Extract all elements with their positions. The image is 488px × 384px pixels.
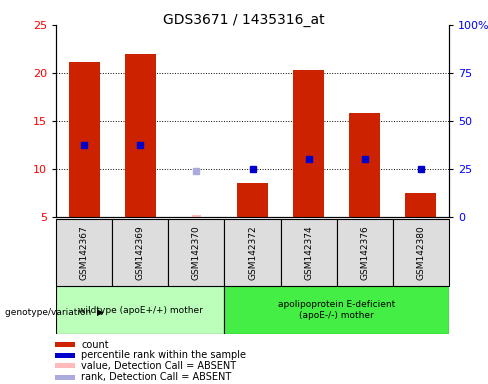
Text: rank, Detection Call = ABSENT: rank, Detection Call = ABSENT: [81, 372, 231, 382]
Bar: [349, 113, 380, 217]
Text: GSM142370: GSM142370: [192, 225, 201, 280]
Bar: [55, 353, 75, 358]
Bar: [406, 193, 436, 217]
Bar: [125, 54, 156, 217]
Text: GSM142372: GSM142372: [248, 225, 257, 280]
Text: GSM142369: GSM142369: [136, 225, 145, 280]
FancyBboxPatch shape: [112, 219, 168, 286]
FancyBboxPatch shape: [224, 286, 449, 334]
FancyBboxPatch shape: [281, 219, 337, 286]
FancyBboxPatch shape: [56, 219, 112, 286]
Text: genotype/variation  ▶: genotype/variation ▶: [5, 308, 104, 318]
Bar: [69, 62, 100, 217]
Text: count: count: [81, 339, 109, 350]
Bar: [237, 184, 268, 217]
Text: GSM142374: GSM142374: [304, 225, 313, 280]
Text: GSM142367: GSM142367: [80, 225, 89, 280]
Bar: [293, 70, 324, 217]
FancyBboxPatch shape: [56, 286, 224, 334]
Text: wildtype (apoE+/+) mother: wildtype (apoE+/+) mother: [78, 306, 203, 314]
Text: value, Detection Call = ABSENT: value, Detection Call = ABSENT: [81, 361, 236, 371]
FancyBboxPatch shape: [393, 219, 449, 286]
Text: apolipoprotein E-deficient
(apoE-/-) mother: apolipoprotein E-deficient (apoE-/-) mot…: [278, 300, 395, 320]
Text: percentile rank within the sample: percentile rank within the sample: [81, 350, 246, 360]
Text: GSM142380: GSM142380: [416, 225, 426, 280]
FancyBboxPatch shape: [337, 219, 393, 286]
Text: GSM142376: GSM142376: [360, 225, 369, 280]
Bar: [55, 375, 75, 380]
Bar: [55, 363, 75, 368]
Text: GDS3671 / 1435316_at: GDS3671 / 1435316_at: [163, 13, 325, 27]
Bar: [192, 215, 201, 217]
FancyBboxPatch shape: [168, 219, 224, 286]
Bar: [55, 342, 75, 347]
FancyBboxPatch shape: [224, 219, 281, 286]
